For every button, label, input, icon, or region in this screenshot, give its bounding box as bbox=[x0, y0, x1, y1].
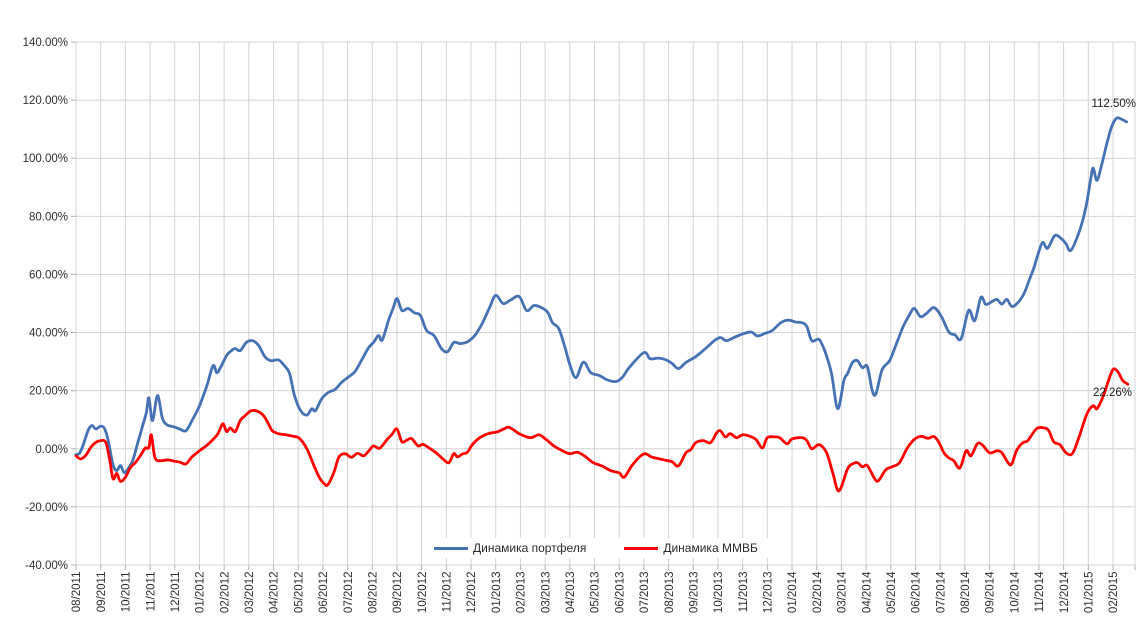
x-axis-label: 08/2013 bbox=[664, 572, 676, 614]
y-axis-label: 0.00% bbox=[35, 444, 68, 456]
legend-item-portfolio[interactable]: Динамика портфеля bbox=[434, 541, 586, 555]
x-axis-label: 01/2014 bbox=[787, 571, 799, 613]
x-axis-label: 03/2012 bbox=[244, 572, 256, 614]
legend-item-micex[interactable]: Динамика ММВБ bbox=[624, 541, 758, 555]
y-axis-label: 100.00% bbox=[23, 153, 68, 165]
y-axis-label: -20.00% bbox=[25, 502, 68, 514]
chart-legend: Динамика портфеля Динамика ММВБ bbox=[424, 538, 768, 558]
x-axis-label: 09/2014 bbox=[985, 571, 997, 613]
x-axis-label: 11/2011 bbox=[145, 572, 157, 612]
y-axis-label: 140.00% bbox=[23, 37, 68, 49]
x-axis-label: 06/2012 bbox=[318, 572, 330, 614]
portfolio-series-line bbox=[74, 116, 1128, 475]
x-axis-label: 08/2012 bbox=[367, 572, 379, 614]
portfolio-line-swatch bbox=[434, 546, 468, 550]
x-axis-label: 12/2011 bbox=[170, 572, 182, 613]
x-axis-label: 11/2012 bbox=[442, 572, 454, 613]
legend-label-portfolio: Динамика портфеля bbox=[473, 541, 587, 555]
micex-series-line bbox=[74, 367, 1130, 493]
x-axis-label: 07/2014 bbox=[935, 571, 947, 613]
y-axis-label: 40.00% bbox=[29, 328, 68, 340]
x-axis-label: 12/2013 bbox=[763, 572, 775, 614]
x-axis-label: 01/2013 bbox=[491, 572, 503, 614]
x-axis-label: 10/2014 bbox=[1009, 571, 1021, 613]
x-axis-label: 11/2013 bbox=[738, 572, 750, 613]
x-axis-label: 02/2013 bbox=[516, 572, 528, 614]
x-axis-label: 06/2013 bbox=[614, 572, 626, 614]
x-axis-label: 12/2012 bbox=[466, 572, 478, 614]
y-axis-label: 60.00% bbox=[29, 269, 68, 281]
x-axis-label: 05/2012 bbox=[293, 572, 305, 614]
x-axis-label: 03/2013 bbox=[540, 572, 552, 614]
x-axis-label: 06/2014 bbox=[911, 571, 923, 613]
y-axis-label: 20.00% bbox=[29, 386, 68, 398]
x-axis-label: 07/2012 bbox=[343, 572, 355, 614]
x-axis-label: 03/2014 bbox=[837, 571, 849, 613]
x-axis-label: 01/2015 bbox=[1084, 572, 1096, 614]
x-axis-label: 04/2014 bbox=[861, 571, 873, 613]
y-axis-label: -40.00% bbox=[25, 560, 68, 572]
x-axis-label: 08/2011 bbox=[71, 572, 83, 613]
x-axis-label: 04/2012 bbox=[269, 572, 281, 614]
x-axis-label: 04/2013 bbox=[565, 572, 577, 614]
x-axis-label: 05/2013 bbox=[590, 572, 602, 614]
x-axis-label: 02/2012 bbox=[219, 572, 231, 614]
x-axis-label: 11/2014 bbox=[1034, 571, 1046, 612]
x-axis-label: 10/2012 bbox=[417, 572, 429, 614]
micex-final-value-label: 22.26% bbox=[1092, 387, 1132, 399]
legend-label-micex: Динамика ММВБ bbox=[663, 541, 758, 555]
y-axis-label: 80.00% bbox=[29, 211, 68, 223]
x-axis-label: 02/2014 bbox=[812, 571, 824, 613]
micex-line-swatch bbox=[624, 546, 659, 550]
x-axis-label: 09/2011 bbox=[96, 572, 108, 613]
x-axis-label: 05/2014 bbox=[886, 571, 898, 613]
x-axis-label: 07/2013 bbox=[639, 572, 651, 614]
x-axis-label: 09/2013 bbox=[688, 572, 700, 614]
x-axis-label: 10/2013 bbox=[713, 572, 725, 614]
x-axis-label: 02/2015 bbox=[1108, 572, 1120, 614]
x-axis-label: 09/2012 bbox=[392, 572, 404, 614]
x-axis-label: 10/2011 bbox=[121, 572, 133, 613]
x-axis-label: 01/2012 bbox=[195, 572, 207, 614]
x-axis-label: 08/2014 bbox=[960, 571, 972, 613]
portfolio-final-value-label: 112.50% bbox=[1091, 98, 1136, 110]
y-axis-label: 120.00% bbox=[23, 95, 68, 107]
x-axis-label: 12/2014 bbox=[1059, 571, 1071, 613]
